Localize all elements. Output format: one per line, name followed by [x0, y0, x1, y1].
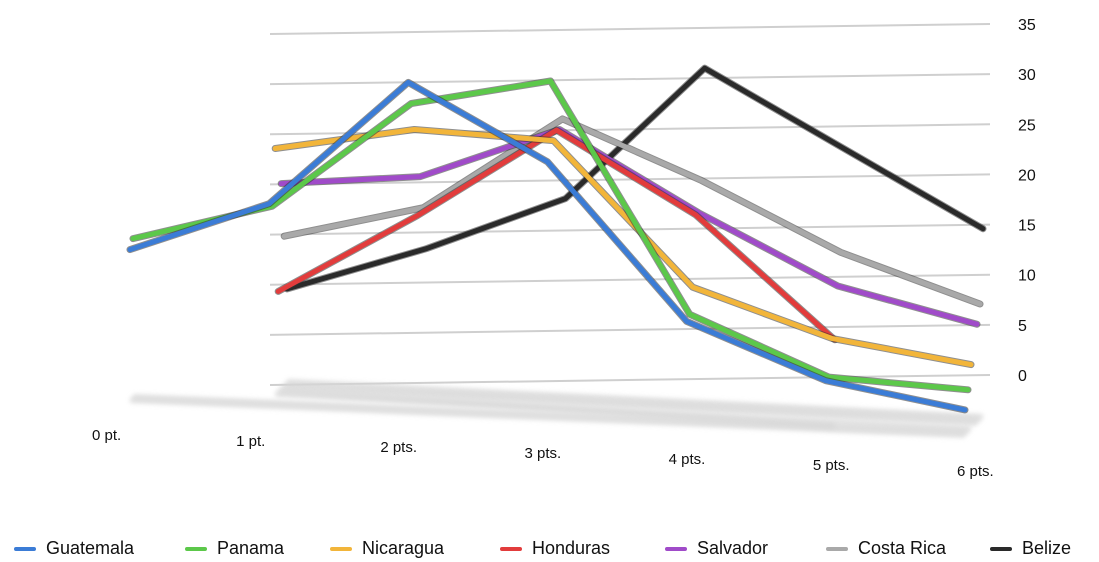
legend-label: Salvador	[697, 538, 769, 558]
series-shadow	[281, 385, 978, 426]
y-tick-label: 30	[1018, 67, 1036, 84]
x-tick-label: 4 pts.	[669, 451, 706, 468]
legend-item: Belize	[990, 538, 1071, 559]
x-tick-label: 5 pts.	[813, 457, 850, 474]
gridline	[269, 323, 991, 336]
legend-label: Nicaragua	[362, 538, 445, 558]
series-line-belize	[284, 65, 986, 292]
legend-item: Salvador	[665, 538, 768, 559]
legend-swatch	[14, 546, 36, 551]
legend-item: Honduras	[500, 538, 610, 559]
x-tick-label: 3 pts.	[525, 445, 562, 462]
legend-item: Guatemala	[14, 538, 134, 559]
legend-swatch	[665, 546, 687, 551]
gridline	[269, 73, 991, 86]
legend-item: Panama	[185, 538, 284, 559]
legend-label: Belize	[1022, 538, 1072, 558]
legend-label: Costa Rica	[858, 538, 947, 558]
legend-item: Costa Rica	[826, 538, 946, 559]
legend-label: Panama	[217, 538, 285, 558]
line-chart: 0 5 10 15 20 25 30 35 0 pt. 1 pt. 2 pts. 3 pts. 4 p…	[92, 17, 1036, 480]
y-axis-ticks: 0 5 10 15 20 25 30 35	[1018, 17, 1036, 385]
y-tick-label: 35	[1018, 17, 1036, 34]
series-shadows	[129, 379, 984, 438]
legend-swatch	[990, 546, 1012, 551]
x-tick-label: 1 pt.	[236, 433, 265, 450]
y-tick-label: 15	[1018, 218, 1036, 235]
series-line-honduras	[275, 127, 838, 343]
x-tick-label: 2 pts.	[380, 439, 417, 456]
series-line-guatemala	[127, 79, 968, 413]
series-shadow	[275, 391, 972, 432]
legend-swatch	[500, 546, 522, 551]
gridline	[269, 173, 991, 186]
series-shadow	[284, 382, 981, 423]
series-shadow	[129, 397, 966, 438]
legend-label: Honduras	[532, 538, 611, 558]
y-tick-label: 10	[1018, 268, 1036, 285]
gridline	[269, 273, 991, 286]
x-tick-label: 6 pts.	[957, 463, 994, 480]
gridline	[269, 23, 991, 35]
series-shadow	[287, 379, 984, 420]
y-tick-label: 5	[1018, 318, 1027, 335]
series-lines	[126, 64, 987, 414]
legend-label: Guatemala	[46, 538, 135, 558]
y-tick-label: 20	[1018, 167, 1036, 184]
legend: Guatemala Panama Nicaragua Honduras Salvador…	[0, 538, 1099, 562]
y-tick-label: 25	[1018, 117, 1036, 134]
legend-swatch	[185, 546, 207, 551]
y-tick-label: 0	[1018, 368, 1027, 385]
series-line-panama	[130, 78, 971, 393]
x-tick-label: 0 pt.	[92, 427, 121, 444]
gridline	[269, 374, 991, 386]
legend-item: Nicaragua	[330, 538, 444, 559]
legend-swatch	[330, 546, 352, 551]
x-axis-ticks: 0 pt. 1 pt. 2 pts. 3 pts. 4 pts. 5 pts. 6 pts.	[92, 427, 994, 480]
series-line-costa-rica	[281, 116, 983, 307]
gridlines	[269, 23, 991, 386]
series-shadow	[132, 394, 969, 435]
series-line-nicaragua	[272, 127, 974, 368]
legend-swatch	[826, 546, 848, 551]
